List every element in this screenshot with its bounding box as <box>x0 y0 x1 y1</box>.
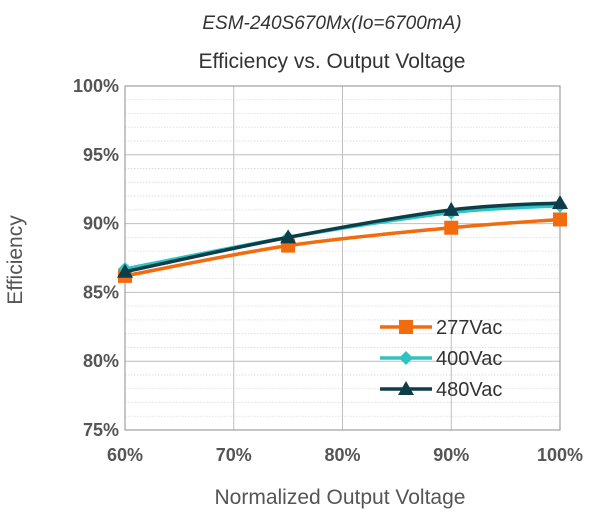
data-point-277Vac <box>553 212 567 227</box>
x-tick-label: 60% <box>107 445 143 465</box>
data-point-480Vac <box>552 194 568 209</box>
y-tick-label: 80% <box>83 351 119 371</box>
legend-label-480Vac: 480Vac <box>436 379 502 401</box>
x-tick-label: 80% <box>324 445 360 465</box>
y-tick-label: 75% <box>83 420 119 440</box>
x-tick-label: 90% <box>433 445 469 465</box>
data-point-480Vac <box>443 201 460 216</box>
legend-marker-400Vac <box>399 351 413 365</box>
x-tick-label: 70% <box>216 445 252 465</box>
legend: 277Vac 400Vac 480Vac <box>380 317 502 401</box>
plot-border <box>124 85 561 431</box>
x-axis-label: Normalized Output Voltage <box>215 486 466 509</box>
chart-subtitle: ESM-240S670Mx(Io=6700mA) <box>202 13 461 34</box>
data-point-277Vac <box>444 220 459 235</box>
plot-area: 75% 80% 85% 90% 95% 100% 60% 70% 80% 90% 100% <box>73 76 583 465</box>
y-tick-label: 95% <box>83 145 119 165</box>
data-point-480Vac <box>280 229 297 244</box>
chart-title: Efficiency vs. Output Voltage <box>199 50 466 73</box>
y-tick-label: 100% <box>73 76 119 96</box>
series-line-480Vac <box>124 201 561 274</box>
legend-label-277Vac: 277Vac <box>436 317 502 339</box>
y-axis-label: Efficiency <box>4 215 27 305</box>
x-tick-label: 100% <box>537 445 583 465</box>
legend-label-400Vac: 400Vac <box>436 348 502 370</box>
y-tick-label: 90% <box>83 214 119 234</box>
legend-marker-480Vac <box>398 381 414 395</box>
legend-marker-277Vac <box>399 320 413 334</box>
data-point-480Vac <box>117 263 133 278</box>
y-tick-label: 85% <box>83 282 119 302</box>
series-line-277Vac <box>124 217 561 278</box>
